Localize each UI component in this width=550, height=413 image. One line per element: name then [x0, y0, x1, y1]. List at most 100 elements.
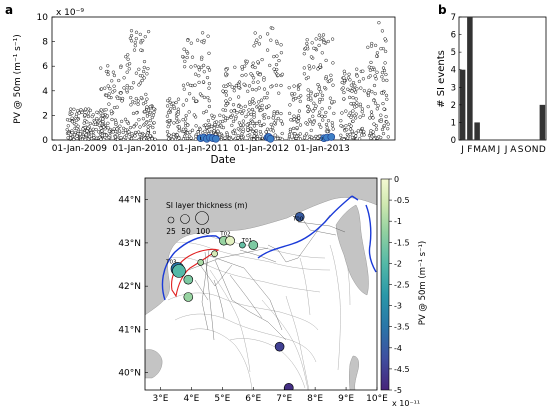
pv-point: [262, 87, 267, 91]
pv-point: [230, 85, 234, 89]
pv-point: [257, 42, 262, 46]
panel-b-ytick-label: 5: [451, 48, 456, 58]
panel-b-ytick-label: 3: [451, 83, 456, 93]
pv-point: [197, 80, 201, 85]
lat-tick-label: 41°N: [118, 325, 141, 335]
pv-point: [183, 59, 187, 64]
pv-point: [194, 124, 198, 128]
pv-point: [99, 87, 104, 91]
pv-point: [145, 97, 149, 101]
pv-point: [272, 54, 276, 59]
pv-point: [78, 132, 82, 136]
colorbar-tick-label: -5: [394, 386, 402, 395]
pv-point: [276, 73, 280, 77]
pv-point: [251, 97, 255, 101]
pv-point: [244, 73, 248, 77]
month-bar: [539, 104, 546, 140]
pv-point: [266, 115, 271, 120]
pv-point: [252, 44, 256, 48]
panel-a-xtick-label: 01-Jan-2010: [112, 144, 168, 154]
moorings: T00 T01 T02 T03: [165, 216, 304, 265]
pv-point: [259, 98, 264, 102]
lon-tick-label: 3°E: [153, 394, 169, 404]
pv-point: [119, 65, 123, 70]
pv-point: [252, 110, 256, 114]
pv-point: [372, 137, 376, 141]
mooring-label: T00: [292, 216, 304, 222]
pv-point: [327, 106, 332, 110]
pv-point: [248, 126, 253, 131]
pv-point: [355, 104, 359, 108]
pv-point: [68, 136, 73, 140]
colorbar-tick-label: -3: [394, 302, 402, 311]
panel-a-scatter-chart: 0 2 4 6 8 10 01-Jan-2009 01-Jan-2010 01-Jan-201…: [13, 8, 396, 166]
pv-point: [211, 116, 215, 120]
pv-point: [321, 118, 325, 122]
pv-point: [189, 41, 193, 45]
pv-point: [91, 127, 95, 131]
pv-point: [206, 118, 211, 123]
pv-point: [254, 129, 258, 133]
pv-point: [111, 70, 116, 74]
pv-point: [329, 73, 333, 77]
pv-point: [260, 136, 264, 140]
pv-point: [86, 114, 91, 119]
pv-point: [305, 122, 310, 126]
pv-point: [317, 33, 322, 37]
pv-point: [129, 95, 133, 100]
pv-point: [269, 85, 273, 89]
pv-point: [95, 110, 99, 114]
pv-point: [279, 119, 283, 123]
panel-a-label: a: [5, 3, 13, 17]
pv-point: [354, 97, 358, 101]
pv-point: [206, 34, 210, 38]
pv-point: [112, 127, 116, 131]
pv-point: [307, 118, 312, 122]
panel-b-ytick-label: 1: [451, 118, 456, 128]
colorbar-exponent: x 10⁻¹¹: [392, 399, 420, 408]
pv-point: [142, 59, 147, 64]
pv-point: [199, 57, 204, 61]
pv-point: [377, 21, 381, 25]
lat-tick-label: 43°N: [118, 239, 141, 249]
pv-point: [332, 111, 336, 116]
pv-point: [102, 125, 106, 129]
front-blue-corsica: [351, 195, 377, 273]
pv-point: [262, 96, 267, 100]
si-event-marker: [172, 264, 186, 278]
pv-point: [206, 65, 210, 70]
pv-point: [306, 94, 310, 98]
si-event-marker: [211, 250, 218, 257]
pv-point: [350, 135, 355, 140]
pv-point: [362, 89, 367, 93]
pv-point: [348, 78, 352, 82]
panel-a-ytick-label: 0: [42, 136, 48, 146]
pv-point: [373, 91, 377, 96]
pv-point: [139, 48, 143, 52]
pv-point: [357, 79, 362, 84]
pv-point: [117, 78, 121, 83]
pv-point: [246, 133, 250, 138]
pv-point: [252, 134, 256, 138]
pv-point: [355, 67, 359, 71]
pv-point: [125, 70, 129, 74]
pv-point: [302, 136, 307, 140]
pv-point: [129, 103, 133, 107]
lon-tick-label: 10°E: [366, 394, 388, 404]
pv-point: [70, 116, 74, 120]
pv-point: [210, 124, 214, 129]
month-bar: [467, 17, 473, 140]
pv-point: [101, 113, 105, 118]
pv-point: [84, 133, 88, 137]
pv-point: [267, 104, 271, 108]
pv-point: [371, 116, 375, 120]
panel-b-ytick-label: 7: [451, 13, 456, 23]
lon-tick-label: 7°E: [276, 394, 292, 404]
panel-a-xlabel: Date: [210, 154, 235, 166]
pv-point: [126, 137, 130, 141]
pv-point: [99, 137, 103, 141]
pv-point: [146, 66, 150, 71]
pv-point: [204, 109, 209, 113]
pv-point: [107, 92, 111, 96]
pv-point: [167, 133, 171, 137]
